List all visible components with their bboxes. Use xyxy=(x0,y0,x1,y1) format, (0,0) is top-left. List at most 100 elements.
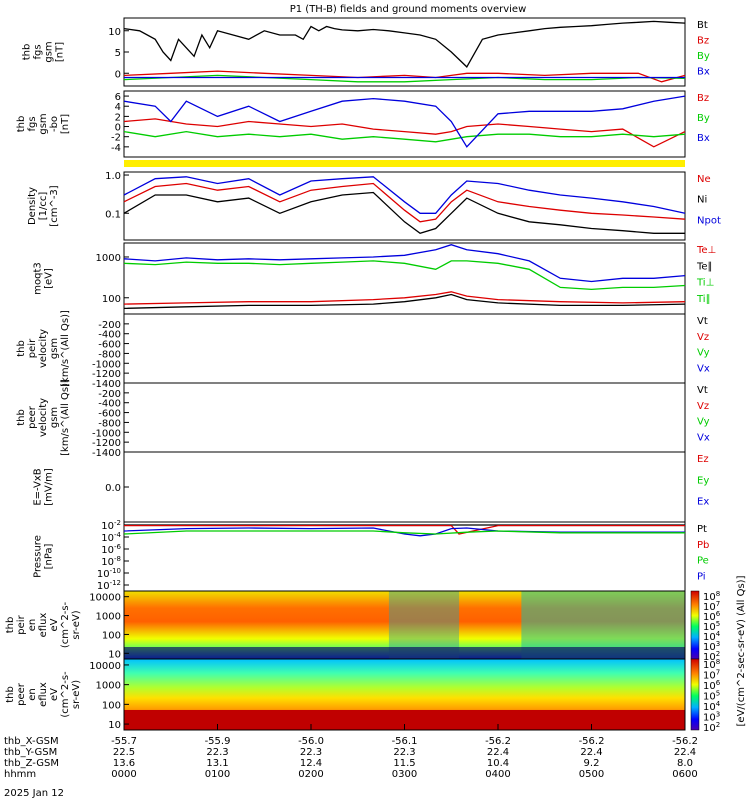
x-axis-row-name: thb_X-GSM xyxy=(4,736,59,747)
y-tick-label: -200 xyxy=(98,320,121,331)
y-tick-label: -1200 xyxy=(92,369,121,380)
legend-te: Te⊥ xyxy=(696,245,716,256)
y-tick-label: 0.1 xyxy=(105,209,121,220)
series-ti-line xyxy=(123,244,686,283)
x-axis-value: 13.6 xyxy=(113,758,135,769)
legend-ti: Ti∥ xyxy=(696,294,711,305)
panel-velocity_peir: -200-400-600-800-1000-1200-1400 thbpeirve… xyxy=(16,310,710,390)
y-axis-label: thbpeirenefluxeV(cm^2-s-sr-eV) xyxy=(5,601,82,648)
y-tick-label: 10 xyxy=(108,720,121,731)
y-axis-label: thbfgsgsm[nT] xyxy=(22,41,66,62)
y-tick-label: -800 xyxy=(98,349,121,360)
colorbar-tick-label: 102 xyxy=(703,721,720,734)
y-tick-label: -200 xyxy=(98,389,121,400)
x-axis-value: 0500 xyxy=(579,769,604,780)
x-axis-value: 22.4 xyxy=(580,747,602,758)
x-axis-value: -56.2 xyxy=(579,736,605,747)
panel-peir_spec: 10000 1000 100 10 thbpeirenefluxeV(cm^2-s-sr… xyxy=(5,590,721,663)
legend-ey: Ey xyxy=(697,475,709,486)
legend-vx: Vx xyxy=(697,363,710,374)
x-axis-value: 0300 xyxy=(392,769,417,780)
x-axis-value: 22.4 xyxy=(487,747,509,758)
x-axis-value: 22.5 xyxy=(113,747,135,758)
legend-pe: Pe xyxy=(697,556,709,567)
y-axis-label-line: moqt3 xyxy=(33,262,44,295)
legend-vt: Vt xyxy=(697,385,708,396)
y-axis-label-line: thb xyxy=(16,409,27,426)
y-axis-label-line: [nPa] xyxy=(44,543,55,569)
x-axis-value: -56.2 xyxy=(485,736,511,747)
y-tick-label: 100 xyxy=(102,700,121,711)
y-tick-label: -1400 xyxy=(92,448,121,459)
x-axis-value: 0200 xyxy=(298,769,323,780)
x-axis-value: 9.2 xyxy=(584,758,600,769)
y-tick-label: -1000 xyxy=(92,359,121,370)
y-axis-label-line: sr-eV) xyxy=(71,610,82,639)
y-axis-label-line: (cm^2-s- xyxy=(60,671,71,718)
legend-vt: Vt xyxy=(697,316,708,327)
y-axis-label-line: [nT] xyxy=(60,114,71,134)
y-axis-label-line: peir xyxy=(16,614,27,634)
legend-pb: Pb xyxy=(697,540,709,551)
spectrogram-band xyxy=(124,710,685,730)
x-axis-value: 0100 xyxy=(205,769,230,780)
y-tick-label: -1200 xyxy=(92,438,121,449)
y-axis-label-line: fgs xyxy=(27,116,38,131)
y-tick-label: 4 xyxy=(115,102,121,113)
series-bz-line xyxy=(123,70,686,83)
y-tick-label: 10 xyxy=(108,27,121,38)
y-tick-label: 100 xyxy=(102,294,121,305)
series-te-line xyxy=(123,293,686,310)
y-axis-label-line: eV xyxy=(49,688,60,701)
y-tick-label: 0.0 xyxy=(105,483,121,494)
y-axis-label-line: [eV] xyxy=(44,268,55,289)
legend-vz: Vz xyxy=(697,401,709,412)
y-axis-label-line: E=-VxB xyxy=(33,468,44,505)
y-axis-label: thbfgsgsm-bo[nT] xyxy=(16,113,71,134)
y-axis-label-line: [km/s^(All Qs)] xyxy=(60,310,71,387)
y-tick-label: 2 xyxy=(115,112,121,123)
y-axis-label: Density[1/cc][cm^-3] xyxy=(27,185,60,226)
x-axis-value: -56.2 xyxy=(672,736,698,747)
y-tick-label: 0 xyxy=(115,123,121,134)
x-axis-value: 10.4 xyxy=(487,758,509,769)
panel-frame xyxy=(123,313,686,384)
spectrogram-noise-floor xyxy=(124,647,685,659)
y-axis-label-line: sr-eV) xyxy=(71,680,82,709)
legend-pi: Pi xyxy=(697,571,706,582)
series-ni-line xyxy=(123,191,685,235)
y-tick-label: 5 xyxy=(115,48,121,59)
y-tick-label: -1400 xyxy=(92,379,121,390)
y-axis-label-line: thb xyxy=(5,617,16,634)
panel-frame xyxy=(123,90,686,158)
colorbar xyxy=(690,658,700,731)
legend-vz: Vz xyxy=(697,332,709,343)
y-tick-label: 10 xyxy=(108,649,121,660)
chart-title: P1 (TH-B) fields and ground moments over… xyxy=(290,4,527,15)
x-axis-value: 22.3 xyxy=(300,747,322,758)
legend-ex: Ex xyxy=(697,497,709,508)
x-axis-row-name: thb_Z-GSM xyxy=(4,758,59,769)
y-axis-label-line: en xyxy=(27,619,38,632)
x-axis-value: -55.7 xyxy=(111,736,137,747)
y-axis-label-line: fgs xyxy=(33,44,44,59)
y-tick-label: -400 xyxy=(98,399,121,410)
x-axis-value: 13.1 xyxy=(206,758,228,769)
x-axis-value: -56.0 xyxy=(298,736,324,747)
date-label: 2025 Jan 12 xyxy=(4,788,64,799)
panel-fgs_gsm: 10 5 0 thbfgsgsm[nT] Bt Bz By Bx xyxy=(22,17,710,87)
y-axis-label-line: eflux xyxy=(38,613,49,638)
x-axis-value: -55.9 xyxy=(205,736,231,747)
colorbar xyxy=(690,590,700,660)
series-pb-line xyxy=(124,524,685,535)
y-tick-label: -2 xyxy=(111,133,121,144)
legend-bz: Bz xyxy=(697,93,709,104)
y-axis-label-line: [cm^-3] xyxy=(49,185,60,226)
y-axis-label-line: [km/s^(All Qs)] xyxy=(60,379,71,456)
y-tick-label: -400 xyxy=(98,330,121,341)
y-axis-label-line: [1/cc] xyxy=(38,192,49,221)
y-tick-label: -1000 xyxy=(92,428,121,439)
legend-ez: Ez xyxy=(697,454,709,465)
y-axis-label-line: velocity xyxy=(38,398,49,437)
y-axis-label-line: gsm xyxy=(49,338,60,359)
